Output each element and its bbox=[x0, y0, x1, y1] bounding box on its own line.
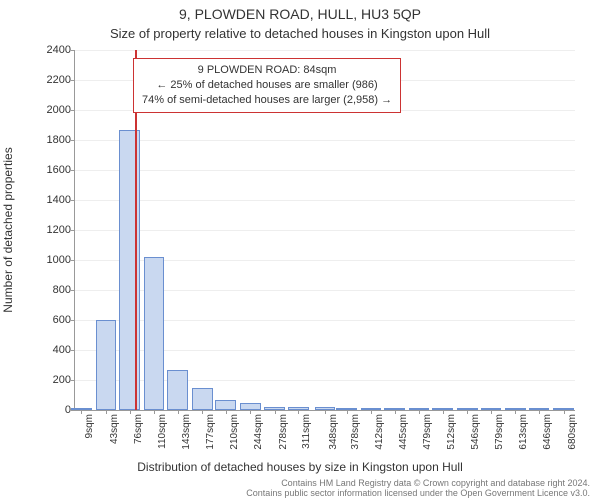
x-tick-mark bbox=[467, 410, 468, 414]
chart-title-sub: Size of property relative to detached ho… bbox=[0, 26, 600, 41]
x-tick-label: 244sqm bbox=[253, 414, 264, 450]
x-tick-label: 348sqm bbox=[328, 414, 339, 450]
histogram-bar bbox=[240, 403, 261, 411]
y-tick-label: 200 bbox=[31, 374, 71, 386]
y-tick-label: 2400 bbox=[31, 44, 71, 56]
grid-line bbox=[75, 200, 575, 201]
y-tick-label: 0 bbox=[31, 404, 71, 416]
histogram-bar bbox=[215, 400, 236, 411]
x-tick-label: 445sqm bbox=[398, 414, 409, 450]
annotation-line3: 74% of semi-detached houses are larger (… bbox=[142, 93, 392, 108]
annotation-line1: 9 PLOWDEN ROAD: 84sqm bbox=[142, 63, 392, 78]
y-tick-mark bbox=[71, 50, 75, 51]
x-tick-label: 210sqm bbox=[229, 414, 240, 450]
x-tick-mark bbox=[202, 410, 203, 414]
x-tick-mark bbox=[250, 410, 251, 414]
y-tick-mark bbox=[71, 170, 75, 171]
y-tick-label: 400 bbox=[31, 344, 71, 356]
y-tick-mark bbox=[71, 200, 75, 201]
grid-line bbox=[75, 230, 575, 231]
x-tick-label: 9sqm bbox=[84, 414, 95, 438]
x-tick-label: 143sqm bbox=[181, 414, 192, 450]
x-tick-label: 613sqm bbox=[518, 414, 529, 450]
x-tick-mark bbox=[154, 410, 155, 414]
x-tick-label: 579sqm bbox=[494, 414, 505, 450]
y-tick-mark bbox=[71, 290, 75, 291]
y-tick-label: 1800 bbox=[31, 134, 71, 146]
x-tick-mark bbox=[347, 410, 348, 414]
footer-note: Contains HM Land Registry data © Crown c… bbox=[0, 478, 600, 498]
x-tick-label: 278sqm bbox=[278, 414, 289, 450]
y-tick-mark bbox=[71, 410, 75, 411]
plot-area: 0200400600800100012001400160018002000220… bbox=[74, 50, 575, 411]
x-tick-mark bbox=[491, 410, 492, 414]
x-tick-mark bbox=[81, 410, 82, 414]
y-tick-label: 2000 bbox=[31, 104, 71, 116]
x-tick-label: 412sqm bbox=[374, 414, 385, 450]
grid-line bbox=[75, 50, 575, 51]
y-tick-label: 1200 bbox=[31, 224, 71, 236]
y-tick-mark bbox=[71, 350, 75, 351]
y-tick-mark bbox=[71, 230, 75, 231]
y-tick-label: 1600 bbox=[31, 164, 71, 176]
x-tick-mark bbox=[106, 410, 107, 414]
x-tick-mark bbox=[298, 410, 299, 414]
x-tick-mark bbox=[275, 410, 276, 414]
y-tick-mark bbox=[71, 80, 75, 81]
x-tick-mark bbox=[325, 410, 326, 414]
annotation-box: 9 PLOWDEN ROAD: 84sqm← 25% of detached h… bbox=[133, 58, 401, 113]
y-tick-label: 600 bbox=[31, 314, 71, 326]
footer-line2: Contains public sector information licen… bbox=[246, 488, 590, 498]
y-tick-label: 1400 bbox=[31, 194, 71, 206]
x-tick-mark bbox=[395, 410, 396, 414]
x-tick-mark bbox=[419, 410, 420, 414]
y-tick-mark bbox=[71, 380, 75, 381]
x-tick-mark bbox=[371, 410, 372, 414]
x-tick-label: 512sqm bbox=[446, 414, 457, 450]
x-tick-label: 76sqm bbox=[133, 414, 144, 444]
y-tick-mark bbox=[71, 140, 75, 141]
histogram-bar bbox=[96, 320, 117, 410]
grid-line bbox=[75, 140, 575, 141]
x-tick-mark bbox=[515, 410, 516, 414]
x-tick-label: 378sqm bbox=[350, 414, 361, 450]
x-tick-label: 646sqm bbox=[542, 414, 553, 450]
x-tick-mark bbox=[226, 410, 227, 414]
y-tick-label: 1000 bbox=[31, 254, 71, 266]
annotation-line2: ← 25% of detached houses are smaller (98… bbox=[142, 78, 392, 93]
grid-line bbox=[75, 170, 575, 171]
x-tick-mark bbox=[178, 410, 179, 414]
x-tick-label: 680sqm bbox=[567, 414, 578, 450]
footer-line1: Contains HM Land Registry data © Crown c… bbox=[281, 478, 590, 488]
x-tick-mark bbox=[564, 410, 565, 414]
y-tick-mark bbox=[71, 320, 75, 321]
y-tick-label: 800 bbox=[31, 284, 71, 296]
x-tick-label: 311sqm bbox=[301, 414, 312, 449]
x-tick-label: 177sqm bbox=[205, 414, 216, 450]
histogram-bar bbox=[167, 370, 188, 411]
y-axis-label: Number of detached properties bbox=[1, 147, 15, 312]
x-tick-label: 110sqm bbox=[157, 414, 168, 449]
y-tick-mark bbox=[71, 260, 75, 261]
x-axis-label: Distribution of detached houses by size … bbox=[0, 460, 600, 474]
y-tick-mark bbox=[71, 110, 75, 111]
x-tick-label: 546sqm bbox=[470, 414, 481, 450]
histogram-bar bbox=[192, 388, 213, 411]
x-tick-label: 479sqm bbox=[422, 414, 433, 450]
page-root: 9, PLOWDEN ROAD, HULL, HU3 5QP Size of p… bbox=[0, 0, 600, 500]
x-tick-mark bbox=[539, 410, 540, 414]
x-tick-mark bbox=[443, 410, 444, 414]
x-tick-label: 43sqm bbox=[109, 414, 120, 444]
x-tick-mark bbox=[130, 410, 131, 414]
y-tick-label: 2200 bbox=[31, 74, 71, 86]
chart-title-main: 9, PLOWDEN ROAD, HULL, HU3 5QP bbox=[0, 6, 600, 22]
histogram-bar bbox=[144, 257, 165, 410]
